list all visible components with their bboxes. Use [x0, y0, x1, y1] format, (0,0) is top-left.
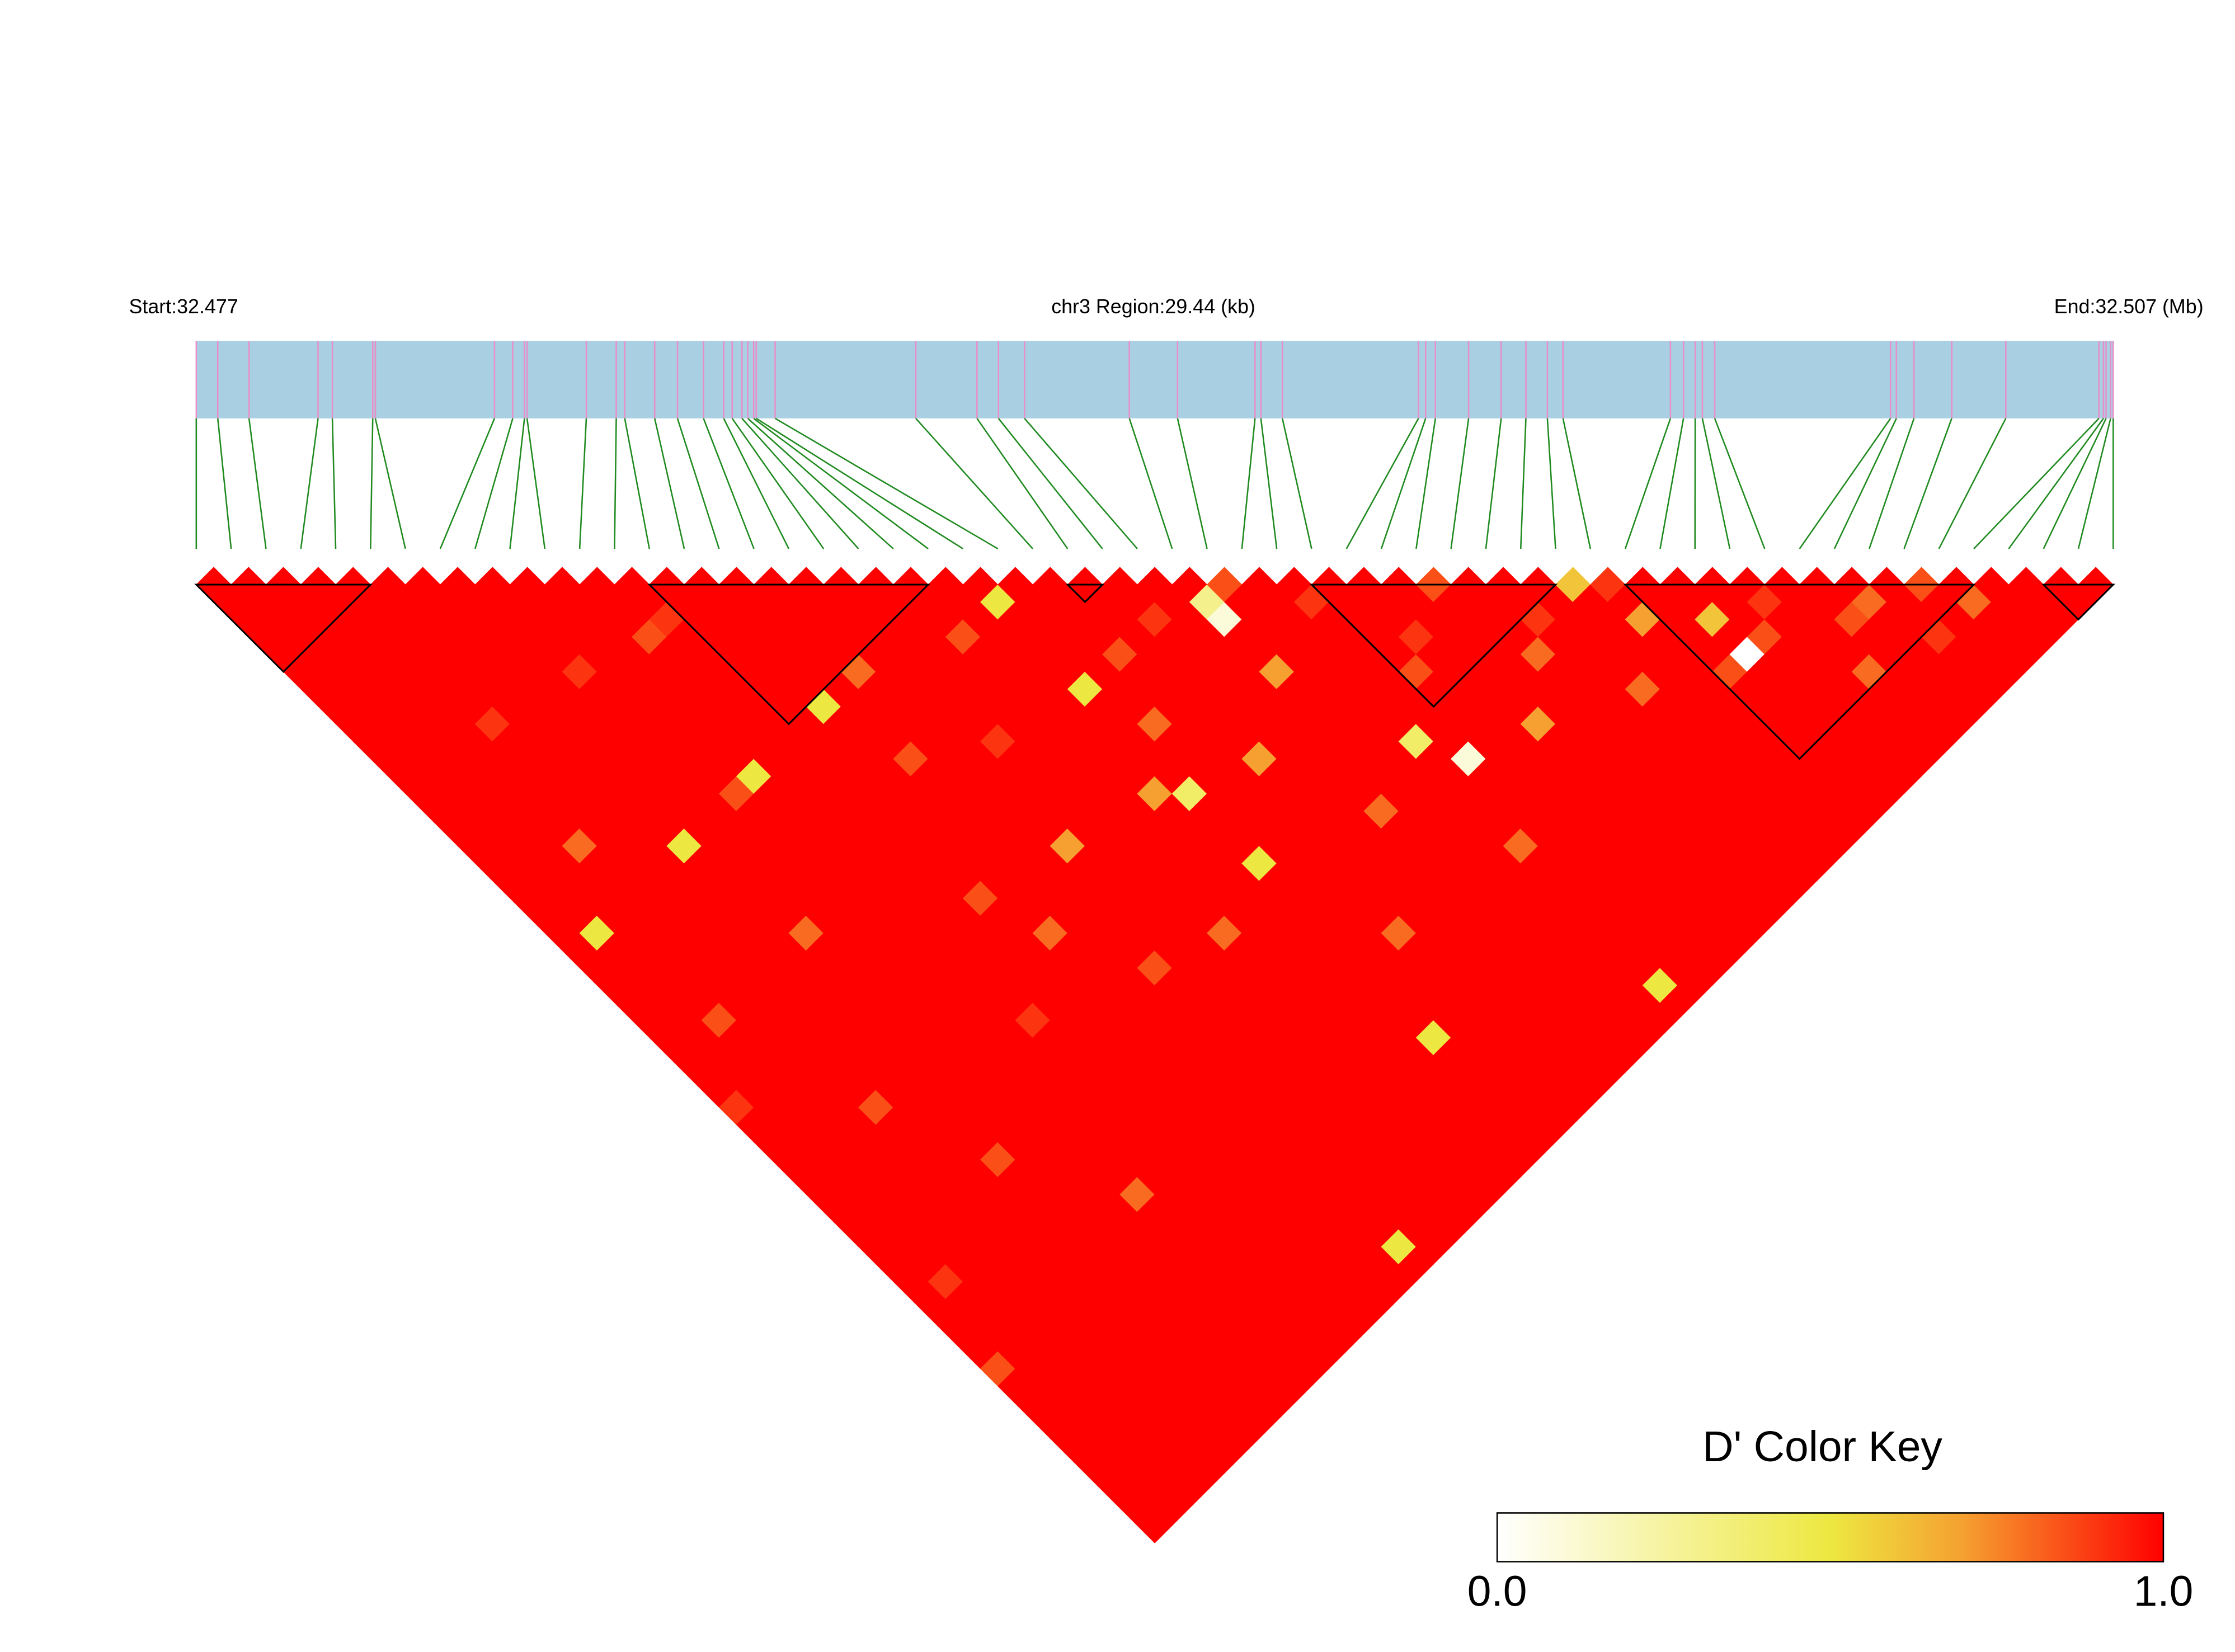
snp-link	[1869, 418, 1915, 549]
snp-link	[741, 418, 859, 549]
region-label: chr3 Region:29.44 (kb)	[1051, 295, 1255, 318]
snp-link	[509, 418, 525, 549]
snp-link	[1450, 418, 1470, 549]
color-key	[1496, 1512, 2165, 1562]
snp-link	[1903, 418, 1952, 549]
snp-link	[753, 417, 929, 549]
snp-link	[331, 418, 337, 549]
snp-link	[374, 418, 406, 549]
snp-link	[703, 418, 755, 549]
snp-link	[1701, 418, 1731, 549]
snp-link	[614, 418, 617, 549]
snp-link	[2043, 418, 2107, 549]
snp-link	[624, 418, 650, 549]
ld-matrix	[196, 567, 2114, 1543]
ld-block	[1309, 583, 1558, 708]
snp-link	[1562, 418, 1592, 549]
snp-link	[1281, 418, 1312, 549]
ld-block	[1065, 583, 1105, 604]
start-label: Start:32.477	[129, 295, 238, 318]
snp-link	[774, 417, 999, 550]
snp-link	[731, 418, 825, 549]
snp-link	[1938, 418, 2007, 549]
snp-link	[1260, 418, 1278, 549]
snp-link	[1659, 418, 1685, 549]
color-key-tick-label: 0.0	[1467, 1568, 1527, 1616]
snp-link	[526, 418, 546, 549]
snp-link	[747, 417, 894, 549]
snp-link	[1380, 418, 1427, 549]
snp-link	[1799, 418, 1891, 549]
snp-link	[2008, 418, 2104, 549]
snp-link	[1833, 418, 1897, 549]
snp-link	[997, 418, 1103, 549]
snp-link	[1973, 418, 2100, 549]
snp-link	[676, 418, 720, 549]
snp-link	[474, 418, 514, 549]
snp-link	[1415, 418, 1436, 549]
snp-link	[300, 418, 319, 549]
snp-link	[439, 418, 496, 549]
snp-link	[1128, 418, 1173, 549]
snp-link	[1624, 418, 1672, 549]
ld-block	[194, 583, 373, 673]
snp-link	[1345, 418, 1419, 549]
snp-link	[1177, 418, 1208, 549]
snp-link	[217, 418, 232, 549]
ld-block	[647, 583, 930, 726]
color-key-tick-label: 1.0	[2134, 1568, 2194, 1616]
snp-link	[653, 418, 685, 549]
snp-link	[1546, 418, 1556, 549]
snp-link	[1024, 418, 1138, 549]
region-bar	[196, 341, 2114, 418]
snp-link	[1485, 418, 1502, 549]
snp-link	[976, 418, 1069, 549]
snp-link	[723, 418, 790, 549]
snp-link	[756, 417, 964, 550]
color-key-title: D' Color Key	[1702, 1423, 1942, 1471]
snp-link	[1714, 418, 1766, 549]
ld-block	[1623, 583, 1976, 760]
snp-link	[2077, 418, 2111, 549]
end-label: End:32.507 (Mb)	[2054, 295, 2204, 318]
snp-link	[578, 418, 587, 549]
snp-link	[248, 418, 267, 549]
ld-block	[2041, 583, 2116, 621]
snp-link	[370, 418, 374, 549]
snp-link	[915, 418, 1033, 549]
snp-link	[1519, 418, 1527, 549]
snp-link	[1241, 418, 1256, 549]
